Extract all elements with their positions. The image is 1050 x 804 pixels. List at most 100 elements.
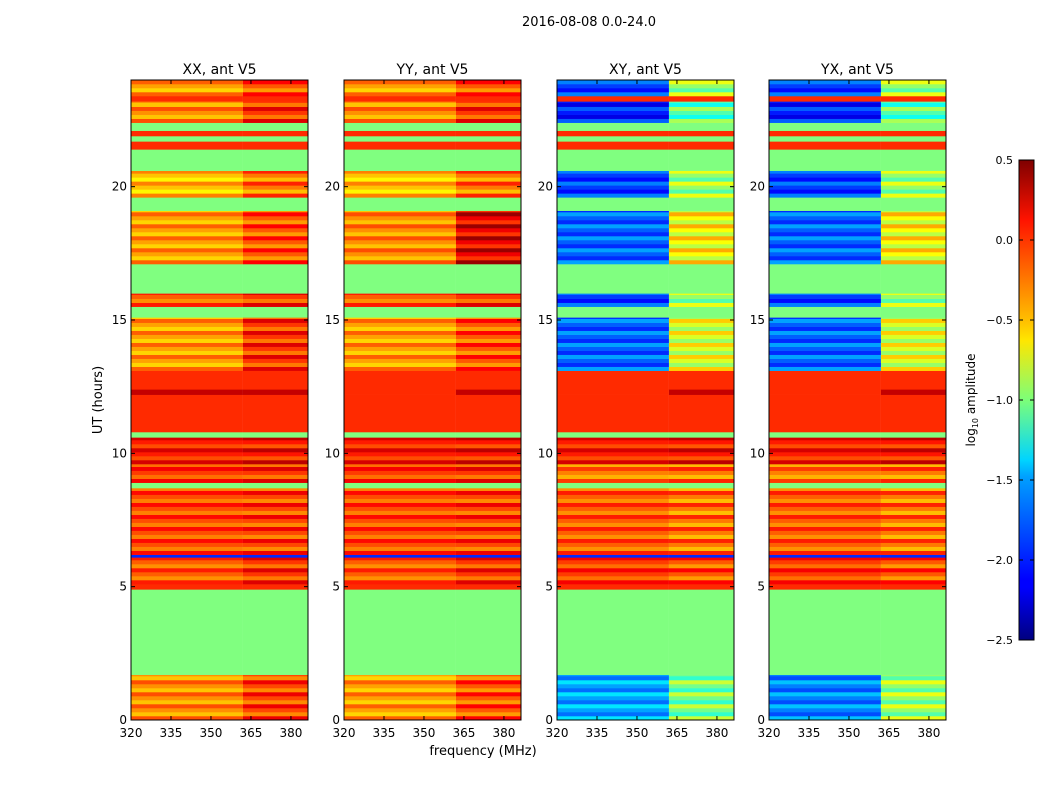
heatmap-cell [131,460,243,465]
heatmap-cell [344,700,456,705]
heatmap-cell [668,584,734,590]
heatmap-cell [668,580,734,585]
heatmap-cell [880,224,946,229]
heatmap-cell [880,676,946,681]
heatmap-cell [769,114,881,119]
heatmap-cell [557,338,669,343]
heatmap-cell [131,136,243,142]
heatmap-cell [344,298,456,303]
heatmap-cell [557,464,669,467]
heatmap-cell [880,212,946,217]
heatmap-cell [242,546,308,551]
heatmap-cell [557,197,669,211]
heatmap-cell [242,490,308,495]
heatmap-cell [455,350,521,355]
heatmap-cell [769,440,881,445]
heatmap-cell [668,317,734,319]
heatmap-cell [455,136,521,142]
heatmap-cell [880,84,946,89]
heatmap-cell [769,342,881,347]
heatmap-cell [242,330,308,335]
heatmap-cell [769,688,881,693]
heatmap-cell [242,326,308,331]
heatmap-cell [344,181,456,186]
heatmap-cell [242,584,308,590]
heatmap-cell [557,346,669,351]
heatmap-cell [344,514,456,519]
heatmap-cell [769,518,881,523]
heatmap-cell [769,482,881,489]
x-tick-label: 350 [626,726,649,740]
heatmap-cell [455,474,521,479]
heatmap-cell [455,448,521,453]
heatmap-cell [455,232,521,237]
x-tick-label: 380 [917,726,940,740]
heatmap-cell [557,437,669,441]
heatmap-cell [344,684,456,689]
heatmap-cell [557,294,669,299]
heatmap-cell [131,326,243,331]
heatmap-cell [344,240,456,245]
heatmap-cell [455,494,521,499]
heatmap-cell [242,110,308,115]
heatmap-cell [242,692,308,697]
heatmap-cell [131,466,243,471]
heatmap-cell [242,514,308,519]
heatmap-cell [769,149,881,171]
heatmap-cell [455,437,521,441]
heatmap-cell [242,236,308,241]
heatmap-cell [557,260,669,265]
heatmap-cell [344,141,456,150]
heatmap-cell [131,684,243,689]
heatmap-cell [668,136,734,142]
heatmap-cell [131,317,243,319]
heatmap-cell [880,216,946,221]
heatmap-cell [131,542,243,547]
heatmap-cell [557,456,669,461]
heatmap-cell [455,576,521,581]
heatmap-cell [880,236,946,241]
heatmap-cell [557,700,669,705]
heatmap-cell [344,197,456,211]
heatmap-cell [557,526,669,531]
heatmap-cell [557,488,669,491]
heatmap-cell [880,498,946,503]
heatmap-cell [557,302,669,307]
heatmap-cell [880,432,946,438]
heatmap-cell [131,510,243,515]
y-tick-label: 20 [112,180,127,194]
heatmap-cell [769,554,881,558]
heatmap-cell [242,576,308,581]
heatmap-cell [131,560,243,565]
heatmap-cell [769,189,881,194]
heatmap-cell [455,692,521,697]
heatmap-cell [242,530,308,535]
heatmap-cell [769,589,881,675]
heatmap-cell [344,318,456,323]
heatmap-cell [880,106,946,111]
heatmap-cell [668,522,734,527]
heatmap-cell [880,688,946,693]
heatmap-cell [668,141,734,150]
heatmap-cell [242,317,308,319]
heatmap-cell [242,141,308,150]
heatmap-cell [769,437,881,441]
heatmap-cell [455,712,521,717]
heatmap-cell [344,177,456,182]
y-tick-label: 5 [757,580,765,594]
heatmap-cell [668,170,734,174]
heatmap-cell [769,248,881,253]
heatmap-cell [242,96,308,102]
heatmap-cell [668,244,734,249]
heatmap-cell [880,494,946,499]
heatmap-cell [557,522,669,527]
heatmap-cell [668,354,734,359]
heatmap-cell [455,298,521,303]
heatmap-cell [880,456,946,461]
heatmap-cell [769,560,881,565]
heatmap-cell [557,370,669,390]
heatmap-cell [557,474,669,479]
heatmap-cell [344,136,456,142]
heatmap-cell [668,452,734,457]
heatmap-cell [557,114,669,119]
